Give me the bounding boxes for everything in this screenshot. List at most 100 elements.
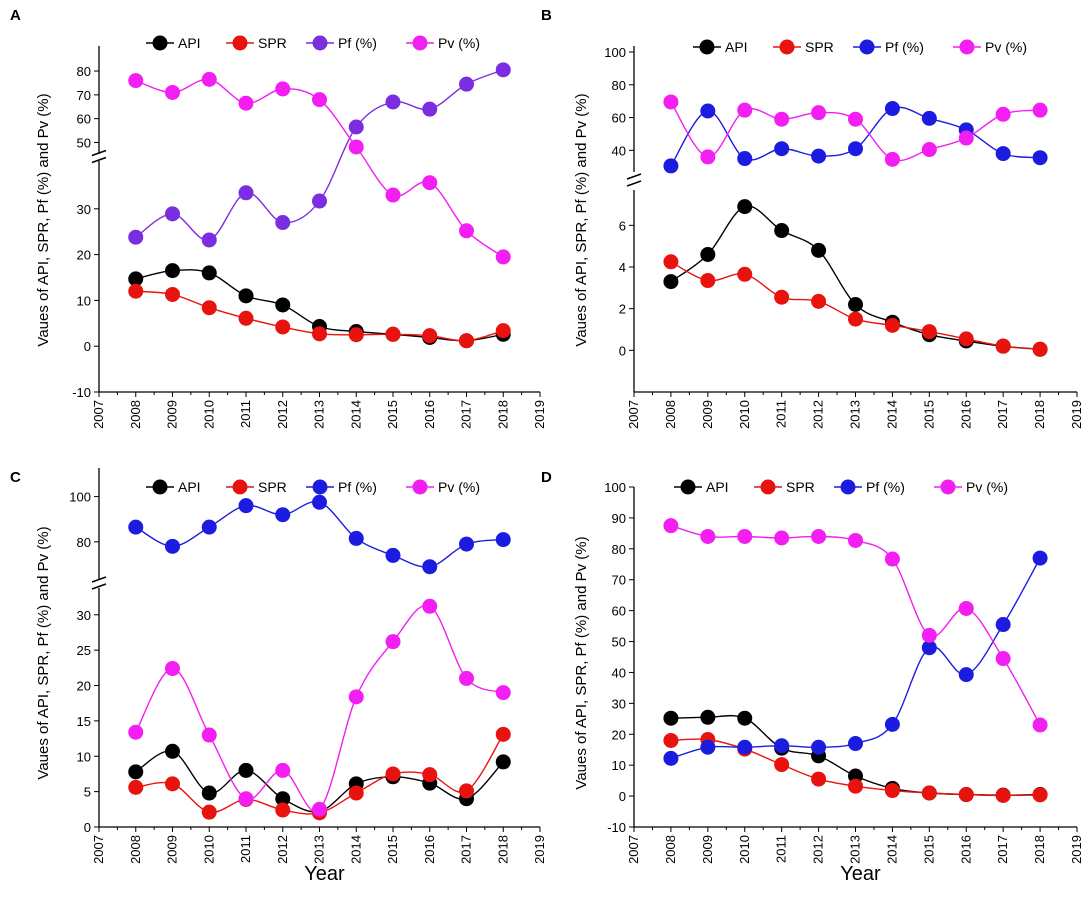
x-tick-label: 2019 <box>1069 835 1084 864</box>
y-tick-label: 30 <box>612 696 626 711</box>
data-point <box>811 528 827 544</box>
x-tick-label: 2016 <box>422 835 437 864</box>
data-point <box>995 787 1011 803</box>
data-point <box>201 785 217 801</box>
legend-marker <box>940 479 956 495</box>
data-point <box>459 536 474 552</box>
y-tick-label: 30 <box>77 608 91 623</box>
data-point <box>275 791 291 807</box>
data-point <box>958 667 974 683</box>
data-point <box>348 119 364 135</box>
data-point <box>128 519 144 535</box>
data-point <box>663 254 679 270</box>
data-point <box>811 105 827 121</box>
legend-marker <box>152 35 168 51</box>
x-tick-label: 2011 <box>238 400 253 428</box>
y-tick-label: -10 <box>72 385 91 400</box>
data-point <box>348 785 364 801</box>
data-point <box>275 297 291 313</box>
legend-label: Pv (%) <box>438 479 480 495</box>
data-point <box>884 783 900 799</box>
data-point <box>921 785 937 801</box>
y-tick-label: 40 <box>612 665 626 680</box>
data-point <box>774 289 790 305</box>
x-tick-label: 2018 <box>495 835 510 864</box>
x-tick-label: 2011 <box>774 835 789 863</box>
x-tick-label: 2008 <box>663 835 678 864</box>
y-tick-label: 25 <box>77 643 91 658</box>
data-point <box>238 95 254 111</box>
x-tick-label: 2010 <box>737 835 752 864</box>
data-point <box>165 84 180 100</box>
legend-label: SPR <box>258 479 287 495</box>
legend-label: Pf (%) <box>866 479 905 495</box>
y-tick-label: 20 <box>77 679 91 694</box>
data-point <box>1032 550 1048 566</box>
x-tick-label: 2007 <box>91 400 106 429</box>
data-point <box>700 273 716 289</box>
y-tick-label: 80 <box>77 64 91 79</box>
legend-label: Pf (%) <box>338 479 377 495</box>
data-point <box>385 187 401 203</box>
data-point <box>1032 102 1048 118</box>
legend-label: Pf (%) <box>338 35 377 51</box>
y-tick-label: 60 <box>612 604 626 619</box>
y-tick-label: 20 <box>612 727 626 742</box>
data-point <box>1032 341 1048 357</box>
legend-label: Pf (%) <box>885 39 924 55</box>
legend-marker <box>152 479 168 495</box>
y-tick-label: 2 <box>619 302 626 317</box>
x-tick-label: 2012 <box>811 835 826 864</box>
data-point <box>737 266 753 282</box>
legend-label: API <box>706 479 729 495</box>
y-tick-label: 10 <box>77 293 91 308</box>
data-point <box>995 146 1011 162</box>
x-tick-label: 2015 <box>921 400 936 429</box>
data-point <box>921 142 937 158</box>
data-point <box>663 518 679 534</box>
data-point <box>495 62 511 78</box>
x-tick-label: 2007 <box>91 835 106 864</box>
panel-label: D <box>541 469 552 486</box>
data-point <box>459 670 474 686</box>
data-point <box>275 507 291 523</box>
data-point <box>848 141 863 157</box>
legend-marker <box>232 35 248 51</box>
data-point <box>495 685 511 701</box>
x-tick-label: 2007 <box>626 835 641 864</box>
x-tick-label: 2008 <box>128 400 143 429</box>
legend-marker <box>412 479 428 495</box>
data-point <box>238 762 254 778</box>
legend-marker <box>412 35 428 51</box>
data-point <box>459 333 474 349</box>
series-line <box>135 604 504 812</box>
data-point <box>238 791 254 807</box>
data-point <box>884 151 900 167</box>
data-point <box>165 286 180 302</box>
x-tick-label: 2019 <box>1069 400 1084 429</box>
data-point <box>348 139 364 155</box>
data-point <box>958 331 974 347</box>
series-line <box>135 500 504 568</box>
legend-label: Pv (%) <box>966 479 1008 495</box>
legend-label: API <box>178 479 201 495</box>
data-point <box>663 710 679 726</box>
y-tick-label: 5 <box>84 785 91 800</box>
data-point <box>737 739 753 755</box>
data-point <box>811 739 827 755</box>
data-point <box>774 223 790 239</box>
y-tick-label: 80 <box>612 542 626 557</box>
y-tick-label: 6 <box>619 218 626 233</box>
data-point <box>737 102 753 118</box>
data-point <box>700 149 716 165</box>
y-tick-label: 60 <box>77 112 91 127</box>
data-point <box>385 94 401 110</box>
data-point <box>921 627 937 643</box>
series-line <box>670 524 1041 726</box>
data-point <box>128 724 144 740</box>
x-tick-label: 2018 <box>1032 400 1047 429</box>
legend-marker <box>779 39 795 55</box>
x-tick-label: 2008 <box>663 400 678 429</box>
